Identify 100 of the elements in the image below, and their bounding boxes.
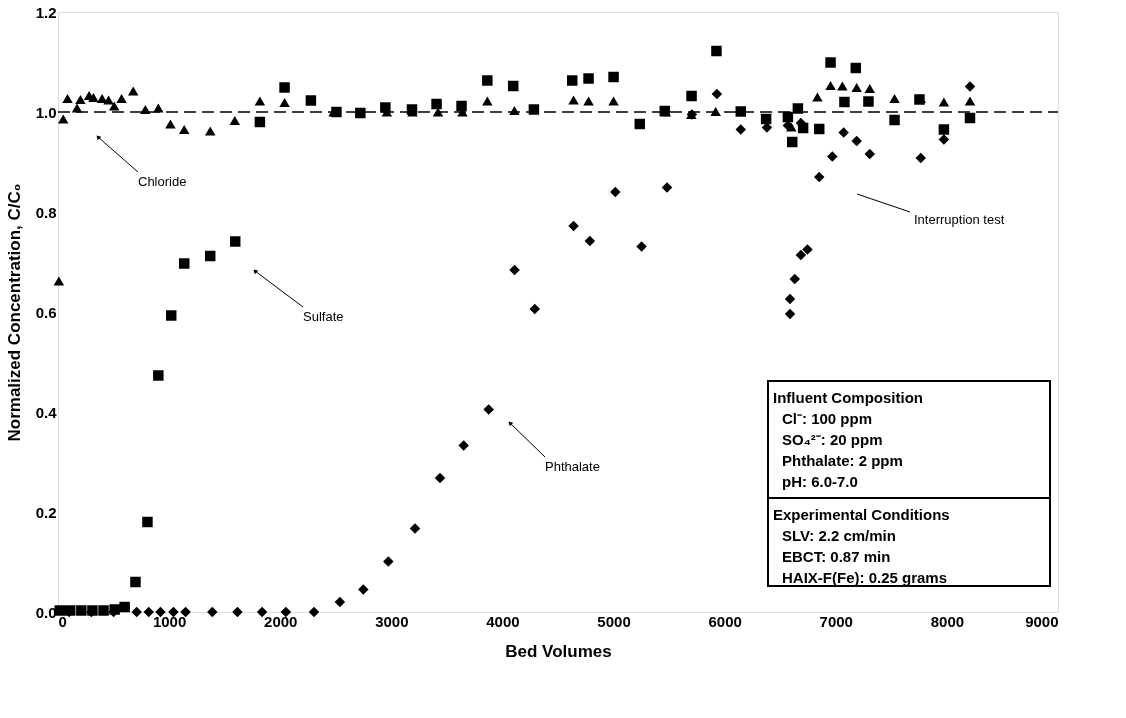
y-tick-label: 0.2 bbox=[35, 503, 57, 521]
point bbox=[204, 250, 216, 262]
point bbox=[383, 556, 394, 567]
point bbox=[964, 96, 976, 106]
annotation: Experimental Conditions bbox=[773, 505, 950, 523]
point bbox=[938, 97, 950, 107]
point bbox=[76, 605, 87, 616]
x-tick-label: 9000 bbox=[1025, 612, 1059, 630]
annotation: Sulfate bbox=[303, 309, 344, 324]
point bbox=[458, 440, 469, 451]
point bbox=[789, 273, 801, 285]
point bbox=[229, 115, 241, 126]
point bbox=[334, 596, 346, 608]
point bbox=[165, 310, 177, 321]
y-axis-title: Normalized Concentration, C/C₀ bbox=[4, 183, 24, 442]
point bbox=[661, 182, 673, 193]
point bbox=[254, 116, 266, 128]
point bbox=[130, 576, 141, 588]
x-tick-label: 6000 bbox=[708, 612, 742, 630]
point bbox=[140, 104, 151, 115]
point bbox=[711, 88, 723, 100]
annotation: Interruption test bbox=[914, 212, 1005, 227]
x-tick-label: 5000 bbox=[597, 612, 631, 630]
x-tick-label: 3000 bbox=[375, 612, 409, 630]
annotation: Influent Composition bbox=[773, 388, 923, 406]
x-tick-label: 2000 bbox=[264, 612, 298, 630]
point bbox=[784, 293, 796, 305]
point bbox=[308, 606, 320, 618]
x-tick-label: 7000 bbox=[819, 612, 853, 630]
point bbox=[178, 124, 190, 135]
point bbox=[178, 258, 190, 269]
annotation: SLV: 2.2 cm/min bbox=[782, 526, 896, 544]
point bbox=[456, 100, 467, 112]
y-tick-label: 0.8 bbox=[35, 203, 57, 221]
point bbox=[88, 92, 99, 103]
point bbox=[142, 516, 153, 528]
point bbox=[863, 96, 874, 107]
point bbox=[566, 75, 578, 86]
point bbox=[608, 71, 619, 83]
point bbox=[482, 75, 493, 86]
point bbox=[103, 95, 114, 105]
point bbox=[168, 606, 179, 618]
point bbox=[431, 98, 442, 110]
point bbox=[610, 186, 621, 198]
point bbox=[583, 96, 594, 106]
point bbox=[280, 606, 292, 618]
x-tick-label: 4000 bbox=[486, 612, 520, 630]
point bbox=[889, 114, 900, 126]
point bbox=[583, 73, 594, 84]
point bbox=[358, 584, 369, 595]
annotation: Phthalate bbox=[545, 459, 600, 474]
point bbox=[827, 151, 838, 162]
point bbox=[75, 94, 86, 105]
annotation: Chloride bbox=[138, 174, 187, 189]
x-axis-title: Bed Volumes bbox=[505, 641, 612, 661]
point bbox=[232, 606, 243, 618]
point bbox=[825, 57, 836, 68]
point bbox=[825, 80, 836, 91]
y-tick-label: 0.6 bbox=[35, 303, 57, 321]
annotation: EBCT: 0.87 min bbox=[782, 547, 891, 565]
y-tick-label: 1.2 bbox=[35, 3, 57, 21]
point bbox=[784, 308, 796, 320]
annotation: HAIX-F(Fe): 0.25 grams bbox=[782, 568, 948, 586]
point bbox=[964, 81, 976, 92]
y-tick-label: 0.4 bbox=[35, 403, 58, 421]
point bbox=[254, 96, 266, 106]
point bbox=[256, 606, 268, 618]
point bbox=[786, 136, 798, 148]
annotation: Phthalate: 2 ppm bbox=[782, 451, 903, 469]
point bbox=[813, 123, 825, 135]
annotation: pH: 6.0-7.0 bbox=[782, 472, 858, 490]
point bbox=[711, 45, 722, 57]
point bbox=[229, 236, 241, 247]
point bbox=[938, 124, 950, 135]
point bbox=[838, 127, 849, 138]
point bbox=[507, 80, 519, 92]
point bbox=[813, 171, 825, 183]
y-tick-label: 1.0 bbox=[35, 103, 57, 121]
point bbox=[608, 96, 619, 106]
point bbox=[735, 106, 747, 117]
point bbox=[53, 276, 65, 286]
point bbox=[98, 605, 109, 616]
point bbox=[143, 606, 155, 618]
point bbox=[62, 93, 73, 104]
point bbox=[108, 101, 120, 111]
point bbox=[864, 148, 876, 160]
x-tick-label: 1000 bbox=[152, 612, 187, 630]
point bbox=[116, 93, 127, 104]
point bbox=[795, 249, 807, 261]
annotation: Cl⁻: 100 ppm bbox=[782, 409, 873, 427]
point bbox=[409, 523, 421, 534]
point bbox=[57, 114, 69, 124]
point bbox=[837, 81, 848, 91]
point bbox=[153, 370, 164, 381]
point bbox=[568, 95, 579, 105]
point bbox=[634, 118, 646, 130]
point bbox=[686, 90, 697, 102]
point bbox=[839, 96, 850, 108]
point bbox=[509, 264, 520, 276]
point bbox=[483, 404, 494, 415]
